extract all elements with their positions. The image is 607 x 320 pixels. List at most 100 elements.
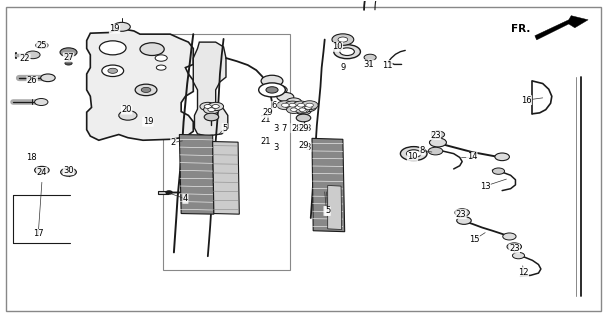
Text: 14: 14 [467, 152, 477, 161]
Text: 28: 28 [291, 124, 302, 132]
Circle shape [259, 83, 285, 97]
Text: 6: 6 [272, 101, 277, 110]
Text: 23: 23 [509, 244, 520, 253]
Circle shape [155, 55, 168, 61]
Text: 12: 12 [518, 268, 529, 277]
Circle shape [297, 103, 305, 107]
Text: 22: 22 [19, 54, 30, 63]
Text: 3: 3 [306, 124, 311, 132]
Circle shape [208, 108, 215, 112]
Circle shape [495, 153, 509, 161]
Circle shape [119, 111, 137, 120]
Text: 8: 8 [419, 146, 425, 155]
Text: 30: 30 [63, 166, 74, 175]
Circle shape [282, 103, 289, 107]
Circle shape [114, 22, 131, 31]
Circle shape [285, 101, 300, 109]
Circle shape [65, 61, 72, 65]
Circle shape [140, 43, 164, 55]
Circle shape [305, 106, 312, 109]
Circle shape [261, 75, 283, 87]
Text: 7: 7 [282, 124, 287, 132]
Circle shape [289, 103, 296, 107]
Circle shape [332, 34, 354, 45]
Circle shape [492, 168, 504, 174]
Text: 21: 21 [260, 137, 271, 146]
Circle shape [61, 168, 76, 176]
Polygon shape [328, 186, 342, 229]
Text: 3: 3 [274, 143, 279, 152]
Polygon shape [193, 42, 228, 136]
Circle shape [300, 103, 316, 112]
Text: 25: 25 [36, 41, 47, 51]
Circle shape [364, 54, 376, 60]
Polygon shape [535, 16, 588, 40]
Text: 23: 23 [430, 131, 441, 140]
Text: 26: 26 [27, 76, 38, 85]
Text: 15: 15 [469, 235, 480, 244]
Bar [163, 34, 290, 270]
Circle shape [429, 147, 443, 155]
Text: 3: 3 [274, 124, 279, 132]
Text: 11: 11 [382, 60, 392, 69]
Circle shape [166, 191, 172, 194]
Circle shape [100, 41, 126, 55]
Text: 29: 29 [298, 141, 309, 150]
Circle shape [338, 37, 348, 42]
Circle shape [407, 150, 421, 157]
Text: 27: 27 [63, 53, 74, 62]
Text: 18: 18 [25, 153, 36, 162]
Text: 5: 5 [222, 124, 228, 132]
Polygon shape [179, 134, 214, 214]
Circle shape [141, 87, 151, 92]
Text: 19: 19 [109, 24, 120, 33]
Circle shape [204, 105, 211, 108]
Text: 10: 10 [332, 42, 343, 52]
Circle shape [102, 65, 124, 76]
Circle shape [277, 101, 294, 110]
Text: 29: 29 [262, 108, 273, 117]
Polygon shape [212, 141, 239, 214]
Circle shape [507, 243, 521, 251]
Circle shape [295, 106, 302, 109]
Text: 5: 5 [325, 206, 330, 215]
Bar [158, 191, 169, 194]
Circle shape [340, 48, 354, 55]
Circle shape [512, 252, 524, 259]
Circle shape [212, 105, 219, 108]
Circle shape [41, 74, 55, 82]
Text: 3: 3 [306, 143, 311, 152]
Polygon shape [87, 29, 193, 140]
Text: 19: 19 [143, 117, 153, 126]
Circle shape [432, 131, 444, 138]
Circle shape [296, 114, 311, 122]
Circle shape [200, 102, 215, 111]
Text: 29: 29 [298, 124, 309, 132]
Circle shape [401, 147, 427, 161]
Circle shape [334, 45, 361, 59]
Text: FR.: FR. [510, 24, 530, 34]
Circle shape [291, 103, 307, 112]
Text: 2: 2 [171, 138, 176, 147]
Circle shape [35, 166, 49, 174]
Circle shape [291, 108, 297, 111]
Circle shape [300, 109, 307, 113]
Circle shape [204, 113, 219, 121]
Circle shape [306, 103, 313, 107]
Circle shape [35, 99, 48, 106]
Text: 21: 21 [260, 115, 271, 124]
Circle shape [135, 84, 157, 96]
Text: 1: 1 [324, 206, 329, 215]
Circle shape [39, 169, 45, 172]
Circle shape [455, 209, 469, 216]
Text: 20: 20 [121, 105, 132, 114]
Text: 13: 13 [480, 182, 490, 191]
Circle shape [295, 106, 310, 114]
Circle shape [299, 108, 305, 111]
Text: 9: 9 [341, 63, 345, 72]
Text: 10: 10 [407, 152, 418, 161]
Circle shape [266, 87, 278, 93]
Circle shape [430, 138, 446, 147]
Circle shape [277, 92, 294, 101]
Text: 17: 17 [33, 229, 44, 238]
